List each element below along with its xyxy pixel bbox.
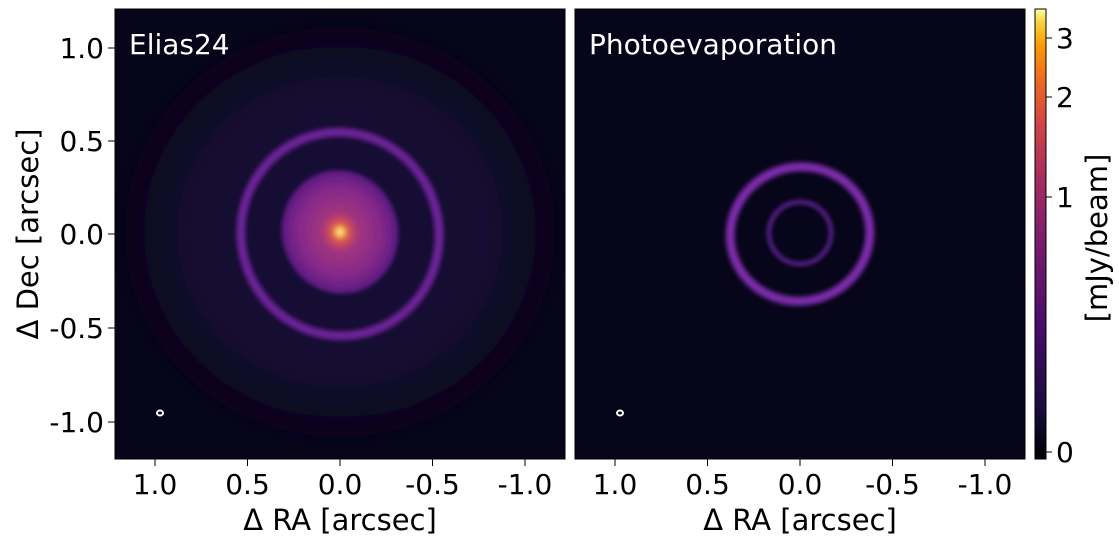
colorbar-tick-label: 2 [1056, 81, 1074, 114]
x-tick-label: -1.0 [498, 468, 553, 501]
y-tick-label: -0.5 [49, 312, 104, 345]
x-axis-label-right: Δ RA [arcsec] [703, 503, 897, 537]
panel-elias24: Elias24 [115, 9, 565, 459]
inner-disk [281, 170, 399, 294]
x-tick-label: 0.5 [225, 468, 270, 501]
x-tick-label: 0.0 [778, 468, 823, 501]
x-tick-label: 0.5 [685, 468, 730, 501]
colorbar-ticks: 3 2 1 0 [1046, 22, 1074, 469]
y-tick-label: 0.5 [59, 125, 104, 158]
x-tick-label: 1.0 [133, 468, 178, 501]
outer-ring [236, 127, 444, 341]
y-axis-left: 1.0 0.5 0.0 -0.5 -1.0 [49, 32, 115, 439]
y-tick-label: 0.0 [59, 218, 104, 251]
colorbar-tick-label: 3 [1056, 22, 1074, 55]
x-tick-label: -0.5 [405, 468, 460, 501]
colorbar-tick-label: 0 [1056, 436, 1074, 469]
colorbar-gradient [1034, 8, 1047, 460]
panel-title: Elias24 [129, 28, 230, 61]
x-axis-label-left: Δ RA [arcsec] [243, 503, 437, 537]
beam-ellipse [156, 409, 164, 417]
panel-photoevaporation: Photoevaporation [575, 9, 1025, 459]
inner-ring [767, 200, 833, 266]
outer-ring [725, 162, 875, 306]
colorbar-tick-label: 1 [1056, 181, 1074, 214]
x-axis-right: 1.0 0.5 0.0 -0.5 -1.0 [593, 459, 1013, 501]
panel-title: Photoevaporation [589, 28, 837, 61]
x-tick-label: -0.5 [865, 468, 920, 501]
x-tick-label: 0.0 [318, 468, 363, 501]
panel-background [575, 9, 1025, 459]
beam-ellipse [616, 409, 624, 417]
x-axis-left: 1.0 0.5 0.0 -0.5 -1.0 [133, 459, 553, 501]
x-tick-label: 1.0 [593, 468, 638, 501]
colorbar: 3 2 1 0 [mJy/beam] [1034, 8, 1114, 469]
y-axis-label: Δ Dec [arcsec] [11, 129, 45, 340]
x-tick-label: -1.0 [958, 468, 1013, 501]
colorbar-label: [mJy/beam] [1080, 154, 1114, 323]
y-tick-label: 1.0 [59, 32, 104, 65]
y-tick-label: -1.0 [49, 406, 104, 439]
